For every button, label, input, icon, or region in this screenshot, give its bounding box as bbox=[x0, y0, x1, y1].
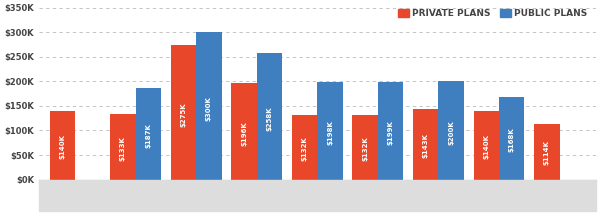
Bar bbox=[196, 32, 221, 180]
Text: $140K: $140K bbox=[59, 134, 65, 159]
Bar bbox=[50, 111, 75, 180]
Bar bbox=[352, 115, 378, 180]
Text: $140K: $140K bbox=[483, 134, 489, 159]
Bar bbox=[499, 97, 524, 180]
Text: $300K: $300K bbox=[206, 96, 212, 121]
Text: $133K: $133K bbox=[120, 136, 126, 161]
Text: $143K: $143K bbox=[422, 133, 428, 158]
Text: $168K: $168K bbox=[509, 128, 515, 152]
Text: $132K: $132K bbox=[302, 136, 308, 161]
Bar bbox=[110, 114, 136, 180]
Text: $199K: $199K bbox=[388, 120, 394, 145]
Bar bbox=[257, 53, 282, 180]
Text: $187K: $187K bbox=[145, 123, 151, 148]
Bar bbox=[232, 83, 257, 180]
Bar bbox=[136, 88, 161, 180]
Text: $114K: $114K bbox=[544, 140, 550, 165]
Text: $196K: $196K bbox=[241, 121, 247, 146]
Bar bbox=[473, 111, 499, 180]
Bar bbox=[171, 44, 196, 180]
Bar bbox=[378, 82, 403, 180]
Bar bbox=[39, 180, 596, 210]
Text: $275K: $275K bbox=[181, 102, 187, 127]
Bar bbox=[317, 82, 343, 180]
Text: $258K: $258K bbox=[266, 106, 272, 131]
Text: $200K: $200K bbox=[448, 120, 454, 145]
Legend: PRIVATE PLANS, PUBLIC PLANS: PRIVATE PLANS, PUBLIC PLANS bbox=[394, 5, 592, 21]
Bar bbox=[413, 109, 439, 180]
Text: $198K: $198K bbox=[327, 120, 333, 145]
Text: $132K: $132K bbox=[362, 136, 368, 161]
Bar bbox=[534, 124, 560, 180]
Bar bbox=[292, 115, 317, 180]
Bar bbox=[439, 81, 464, 180]
